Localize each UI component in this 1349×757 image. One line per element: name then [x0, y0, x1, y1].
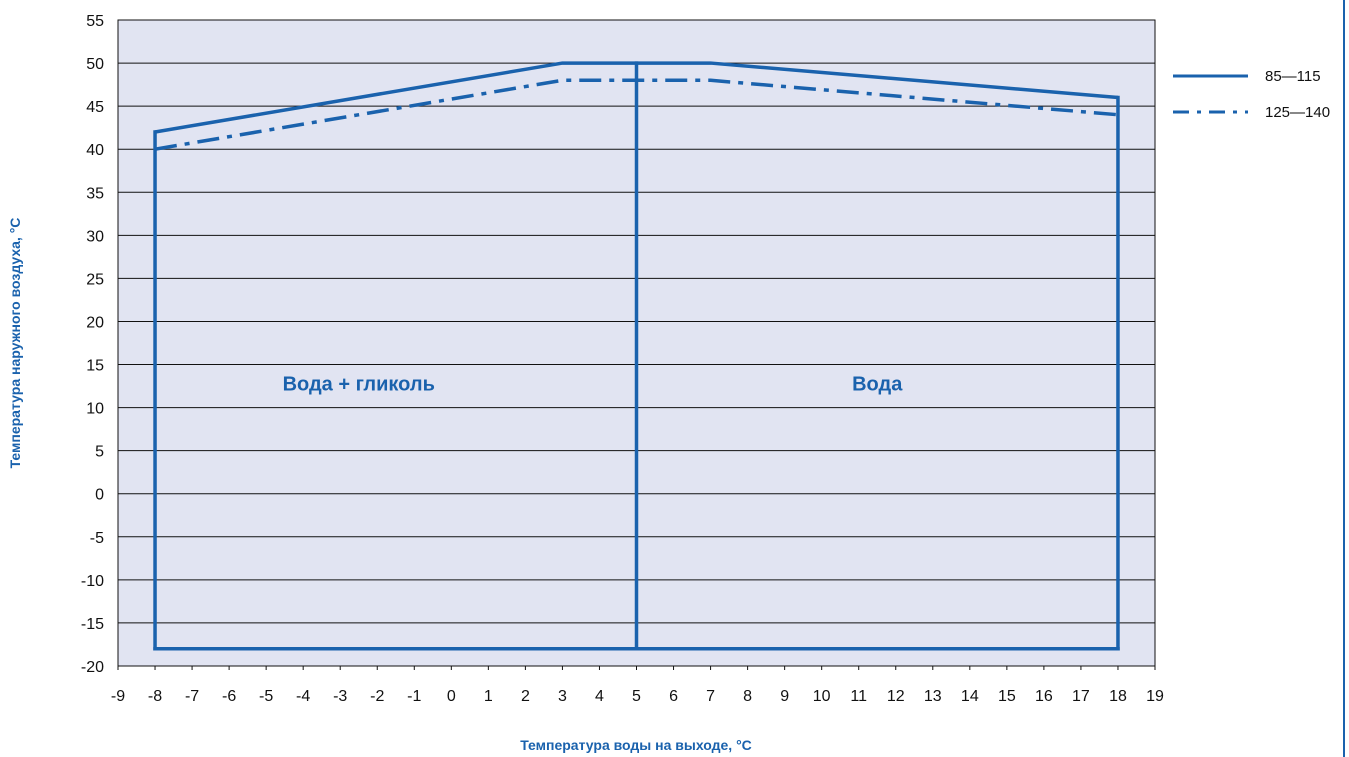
- series-line-1: [154, 78, 1119, 151]
- y-tick-label: 45: [86, 99, 104, 116]
- x-tick-label: 8: [743, 688, 752, 705]
- x-tick-label: 18: [1109, 688, 1127, 705]
- y-tick-label: 25: [86, 271, 104, 288]
- x-tick-label: 13: [924, 688, 942, 705]
- x-tick-label: 19: [1146, 688, 1164, 705]
- page-edge-rule: [1343, 0, 1345, 757]
- y-tick-label: -10: [81, 573, 104, 590]
- x-tick-label: 4: [595, 688, 604, 705]
- y-tick-label: -5: [90, 530, 104, 547]
- x-tick-label: -8: [148, 688, 162, 705]
- x-tick-label: 9: [780, 688, 789, 705]
- x-tick-label: 7: [706, 688, 715, 705]
- x-tick-label: 16: [1035, 688, 1053, 705]
- y-axis-title: Температура наружного воздуха, °C: [7, 218, 23, 469]
- y-tick-label: 40: [86, 142, 104, 159]
- y-tick-label: -20: [81, 659, 104, 676]
- x-tick-label: 6: [669, 688, 678, 705]
- y-tick-label: 5: [95, 444, 104, 461]
- x-tick-label: -2: [370, 688, 384, 705]
- y-tick-label: 30: [86, 228, 104, 245]
- y-tick-label: 55: [86, 13, 104, 30]
- x-tick-label: 15: [998, 688, 1016, 705]
- x-axis-ticks: -9 -8 -7 -6 -5 -4 -3 -2 -1 0 1 2 3 4 5 6 7 8 9 10 11 12 13 14 15…: [111, 666, 1164, 705]
- legend-label: 125—140: [1265, 104, 1330, 121]
- x-tick-label: 1: [484, 688, 493, 705]
- legend-label: 85—115: [1265, 68, 1321, 85]
- x-tick-label: 2: [521, 688, 530, 705]
- x-tick-label: 0: [447, 688, 456, 705]
- x-tick-label: 14: [961, 688, 979, 705]
- region-label: Вода + гликоль: [283, 373, 435, 395]
- x-tick-label: -4: [296, 688, 310, 705]
- x-tick-label: 17: [1072, 688, 1090, 705]
- x-tick-label: -9: [111, 688, 125, 705]
- y-tick-label: 10: [86, 401, 104, 418]
- y-tick-label: -15: [81, 616, 104, 633]
- y-tick-label: 35: [86, 185, 104, 202]
- series-line-0: [154, 61, 1119, 134]
- x-tick-label: -6: [222, 688, 236, 705]
- envelope-boundaries: [153, 61, 1120, 651]
- x-tick-label: -3: [333, 688, 347, 705]
- legend: 85—115 125—140: [1173, 68, 1330, 121]
- x-tick-label: -7: [185, 688, 199, 705]
- y-tick-label: 20: [86, 314, 104, 331]
- x-tick-label: 10: [813, 688, 831, 705]
- series-lines: [154, 61, 1119, 151]
- x-tick-label: 11: [850, 688, 867, 705]
- x-tick-label: 3: [558, 688, 567, 705]
- y-tick-label: 0: [95, 487, 104, 504]
- x-axis-title: Температура воды на выходе, °C: [520, 737, 752, 753]
- x-tick-label: -5: [259, 688, 273, 705]
- y-tick-label: 50: [86, 56, 104, 73]
- x-tick-label: 12: [887, 688, 905, 705]
- x-tick-label: 5: [632, 688, 641, 705]
- x-tick-label: -1: [407, 688, 421, 705]
- region-label: Вода: [852, 373, 903, 395]
- region-labels: Вода + гликоль Вода: [283, 373, 904, 395]
- y-tick-label: 15: [86, 358, 104, 375]
